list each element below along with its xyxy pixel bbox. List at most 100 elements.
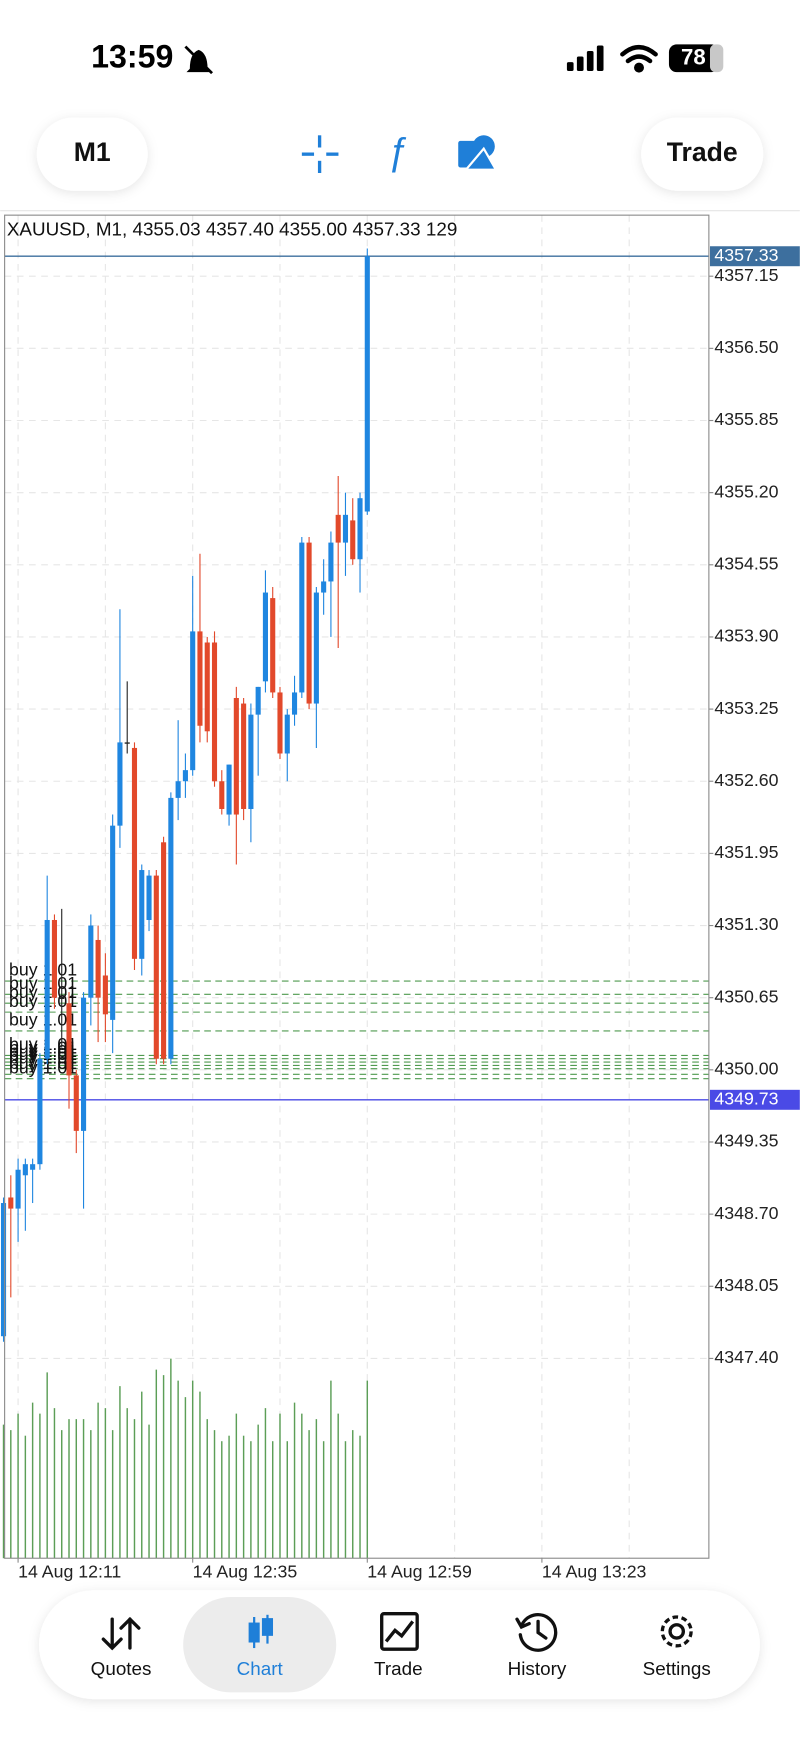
candle-body: [37, 1058, 43, 1165]
candle-body: [270, 598, 276, 693]
candle-body: [15, 1169, 21, 1209]
settings-icon[interactable]: [660, 1615, 693, 1648]
candle-body: [139, 870, 145, 959]
candle-body: [335, 514, 341, 543]
y-tick-label: 4357.15: [714, 265, 778, 285]
trade-button[interactable]: [641, 117, 764, 191]
candle-body: [175, 781, 181, 798]
candle-body: [22, 1164, 28, 1176]
candle-body: [182, 770, 188, 782]
candle-body: [262, 592, 268, 682]
candle-body: [110, 825, 116, 1020]
y-tick-label: 4350.65: [714, 986, 778, 1006]
price-tag: [709, 246, 800, 267]
candle-body: [350, 520, 356, 560]
chart-title: XAUUSD, M1, 4355.03 4357.40 4355.00 4357…: [7, 219, 458, 240]
x-tick-label: 14 Aug 12:35: [193, 1561, 298, 1581]
candle-body: [277, 692, 283, 754]
order-label: buy 1.01: [9, 973, 77, 993]
y-tick-label: 4349.35: [714, 1131, 778, 1151]
status-time: 13:59: [91, 38, 173, 74]
y-tick-label: 4353.25: [714, 698, 778, 718]
order-label: buy 1.01: [9, 991, 77, 1011]
candle-body: [204, 642, 210, 732]
x-tick-label: 14 Aug 13:23: [542, 1561, 647, 1581]
candle-body: [0, 1203, 7, 1337]
timeframe-button[interactable]: [36, 117, 148, 191]
candle-body: [44, 919, 50, 1059]
tab-label[interactable]: Chart: [237, 1658, 284, 1679]
y-tick-label: 4352.60: [714, 770, 778, 790]
selected-tab-background: [183, 1597, 337, 1693]
candle-body: [161, 842, 167, 1059]
candle-body: [102, 975, 108, 1015]
battery-icon: [668, 44, 719, 73]
candle-body: [219, 781, 225, 809]
crosshair-button[interactable]: [301, 135, 339, 174]
tab-label[interactable]: Trade: [374, 1658, 423, 1679]
candle-body: [8, 1197, 14, 1209]
candle-body: [328, 542, 334, 582]
candle-body: [146, 875, 152, 920]
x-tick-label: 14 Aug 12:59: [367, 1561, 472, 1581]
trade-tab-icon[interactable]: [380, 1612, 419, 1651]
y-tick-label: 4348.05: [714, 1275, 778, 1295]
y-tick-label: 4351.30: [714, 914, 778, 934]
candle-body: [342, 514, 349, 543]
candle-body: [30, 1164, 36, 1170]
candle-body: [124, 742, 130, 744]
tab-label[interactable]: Settings: [643, 1658, 711, 1679]
candle-body: [364, 256, 370, 512]
candle-body: [95, 939, 101, 998]
order-label: buy 1.01: [9, 1057, 77, 1077]
candle-body: [59, 997, 65, 1000]
y-tick-label: 4355.85: [714, 409, 778, 429]
y-tick-label: 4355.20: [714, 481, 778, 501]
order-label: buy 1.01: [9, 960, 77, 980]
price-tag-label: 4349.73: [714, 1088, 778, 1108]
candle-body: [248, 714, 254, 809]
candle-body: [284, 714, 290, 754]
candle-body: [291, 692, 298, 715]
y-tick-label: 4353.90: [714, 626, 778, 646]
candle-body: [313, 592, 319, 704]
chart-icon[interactable]: [248, 1614, 274, 1649]
order-label: buy 1.01: [9, 1034, 77, 1054]
y-tick-label: 4351.95: [714, 842, 778, 862]
candle-body: [241, 703, 247, 809]
candle-body: [117, 742, 123, 826]
mute-icon: [184, 45, 213, 75]
wifi-icon: [620, 44, 658, 73]
price-tag: [709, 1089, 800, 1110]
quotes-icon[interactable]: [101, 1616, 141, 1651]
order-label: buy 1.01: [9, 982, 77, 1002]
y-tick-label: 4348.70: [714, 1203, 778, 1223]
y-tick-label: 4347.40: [714, 1347, 778, 1367]
candle-body: [73, 1075, 79, 1131]
candle-body: [306, 542, 312, 704]
tab-bar: [39, 1590, 760, 1700]
signal-icon: [566, 45, 604, 71]
history-icon[interactable]: [515, 1613, 558, 1652]
candle-body: [131, 747, 138, 959]
tab-label[interactable]: Quotes: [91, 1658, 152, 1679]
chart: 4357.15 4356.50 4355.85 4355.20 4354.55 4353.…: [0, 215, 800, 1581]
order-label: buy 1.01: [9, 1047, 77, 1067]
candle-body: [321, 581, 327, 593]
objects-button[interactable]: [458, 135, 498, 171]
candle-body: [153, 875, 159, 1059]
candle-body: [255, 686, 261, 715]
indicators-button[interactable]: ƒ: [387, 130, 408, 173]
candle-body: [233, 697, 239, 815]
order-label: buy 1.01: [9, 1010, 77, 1030]
candle-body: [197, 631, 203, 726]
tab-label[interactable]: History: [508, 1658, 567, 1679]
candle-body: [299, 542, 305, 693]
candle-body: [66, 1003, 72, 1076]
trade-label[interactable]: Trade: [667, 137, 738, 167]
order-label: buy 1.01: [9, 1053, 77, 1073]
order-label: buy 1.01: [9, 1041, 77, 1061]
timeframe-label[interactable]: M1: [74, 137, 111, 167]
order-label: buy 1.01: [9, 1044, 77, 1064]
